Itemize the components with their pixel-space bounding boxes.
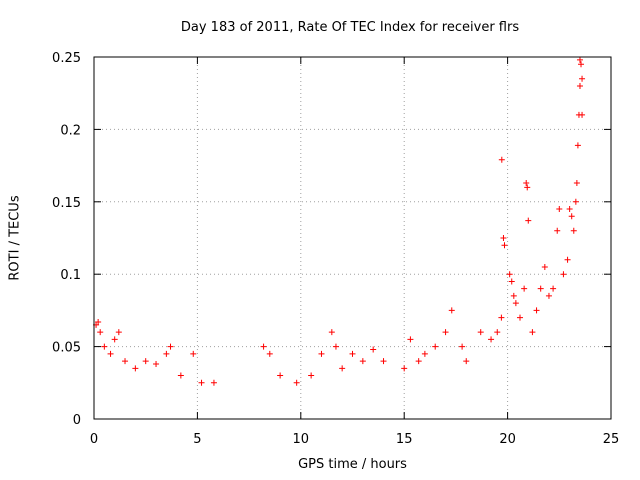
y-tick-label: 0.05 <box>52 341 81 356</box>
data-point <box>122 358 129 365</box>
data-point <box>501 242 508 249</box>
data-point <box>266 350 273 357</box>
data-point <box>572 198 579 205</box>
axis-ticks: 0 5 10 15 20 25 0 0.05 0.1 0.15 0.2 0.25 <box>52 51 619 447</box>
data-point <box>210 379 217 386</box>
data-point <box>574 142 581 149</box>
x-tick-label: 15 <box>396 432 413 447</box>
data-point <box>308 372 315 379</box>
data-point <box>512 300 519 307</box>
grid-lines <box>94 57 611 419</box>
data-point <box>380 358 387 365</box>
data-point <box>556 206 563 213</box>
data-point <box>463 358 470 365</box>
data-point <box>277 372 284 379</box>
data-point <box>359 358 366 365</box>
data-point <box>163 350 170 357</box>
plot-frame <box>93 56 612 420</box>
data-point <box>111 336 118 343</box>
y-tick-label: 0.15 <box>52 196 81 211</box>
y-axis-label: ROTI / TECUs <box>7 195 23 281</box>
y-tick-label: 0 <box>73 413 81 428</box>
data-point <box>578 61 585 68</box>
data-point <box>401 365 408 372</box>
data-point <box>576 82 583 89</box>
data-point <box>488 336 495 343</box>
data-point <box>576 56 583 63</box>
data-point <box>190 350 197 357</box>
data-point <box>153 360 160 367</box>
x-tick-label: 0 <box>90 432 98 447</box>
data-point <box>407 336 414 343</box>
data-point <box>477 329 484 336</box>
x-tick-label: 10 <box>293 432 310 447</box>
y-tick-label: 0.2 <box>60 123 81 138</box>
data-point <box>541 263 548 270</box>
chart-title: Day 183 of 2011, Rate Of TEC Index for r… <box>180 20 520 35</box>
data-point <box>101 343 108 350</box>
data-point <box>318 350 325 357</box>
data-point <box>260 343 267 350</box>
data-point <box>517 314 524 321</box>
data-point <box>177 372 184 379</box>
data-point <box>97 329 104 336</box>
data-point <box>510 292 517 299</box>
data-point <box>349 350 356 357</box>
data-point <box>494 329 501 336</box>
data-point <box>529 329 536 336</box>
data-point <box>537 285 544 292</box>
data-point <box>448 307 455 314</box>
data-point <box>523 179 530 186</box>
data-point <box>568 213 575 220</box>
data-point <box>293 379 300 386</box>
data-point <box>573 179 580 186</box>
data-point <box>560 271 567 278</box>
data-point <box>524 184 531 191</box>
data-point <box>533 307 540 314</box>
data-point <box>579 111 586 118</box>
data-point <box>198 379 205 386</box>
data-point <box>415 358 422 365</box>
x-axis-label: GPS time / hours <box>298 457 407 472</box>
data-point <box>432 343 439 350</box>
x-tick-label: 20 <box>499 432 516 447</box>
data-point <box>442 329 449 336</box>
data-point <box>167 343 174 350</box>
data-point <box>498 156 505 163</box>
y-tick-label: 0.25 <box>52 51 81 66</box>
data-point <box>554 227 561 234</box>
data-series <box>93 56 586 386</box>
data-point <box>545 292 552 299</box>
data-point <box>115 329 122 336</box>
data-point <box>579 75 586 82</box>
x-tick-label: 25 <box>603 432 620 447</box>
data-point <box>95 318 102 325</box>
data-point <box>339 365 346 372</box>
data-point <box>107 350 114 357</box>
data-point <box>332 343 339 350</box>
data-point <box>506 271 513 278</box>
data-point <box>508 278 515 285</box>
data-point <box>498 314 505 321</box>
data-point <box>564 256 571 263</box>
data-point <box>550 285 557 292</box>
data-point <box>459 343 466 350</box>
y-tick-label: 0.1 <box>60 268 81 283</box>
data-point <box>328 329 335 336</box>
data-point <box>500 235 507 241</box>
data-point <box>566 206 573 213</box>
data-point <box>421 350 428 357</box>
data-point <box>132 365 139 372</box>
data-point <box>142 358 149 365</box>
data-point <box>521 285 528 292</box>
x-tick-label: 5 <box>193 432 201 447</box>
data-point <box>525 217 532 224</box>
data-point <box>370 346 377 353</box>
data-point <box>570 227 577 234</box>
